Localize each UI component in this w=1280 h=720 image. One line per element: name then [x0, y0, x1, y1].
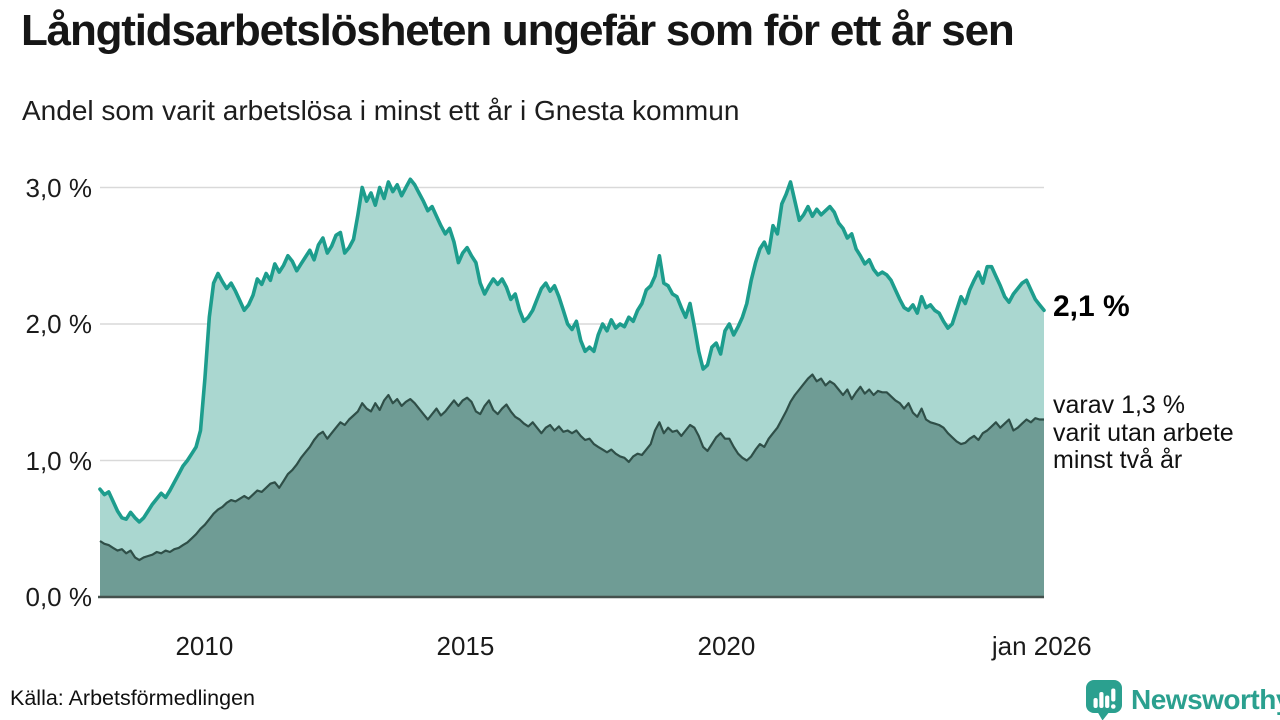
y-axis-label-0: 0,0 % — [25, 582, 93, 612]
y-axis-label-1: 1,0 % — [25, 445, 93, 476]
subseries-annotation: varav 1,3 % varit utan arbete minst två … — [1053, 391, 1234, 475]
y-axis-label-2: 2,0 % — [25, 309, 93, 339]
newsworthy-logo-icon — [1086, 680, 1122, 720]
series-end-value-label: 2,1 % — [1053, 290, 1130, 323]
x-axis-label-jan 2026: jan 2026 — [991, 631, 1092, 661]
y-axis-label-3: 3,0 % — [25, 172, 93, 203]
series-area-2 — [100, 374, 1044, 597]
x-axis-label-2010: 2010 — [175, 631, 234, 661]
subseries-annotation-line: varav 1,3 % — [1053, 391, 1186, 419]
x-axis-label-2020: 2020 — [697, 631, 756, 661]
series-line-1 — [98, 177, 1046, 524]
source-note: Källa: Arbetsförmedlingen — [10, 686, 256, 710]
newsworthy-brand: Newsworthy — [1084, 679, 1280, 720]
page-title: Långtidsarbetslösheten ungefär som för e… — [21, 6, 1015, 55]
series-line-2 — [99, 373, 1044, 562]
subseries-annotation-line: varit utan arbete — [1053, 418, 1234, 447]
x-axis-label-2015: 2015 — [436, 631, 495, 661]
chart-subtitle: Andel som varit arbetslösa i minst ett å… — [22, 95, 740, 126]
newsworthy-wordmark: Newsworthy — [1131, 684, 1280, 715]
subseries-annotation-line: minst två år — [1053, 446, 1183, 474]
